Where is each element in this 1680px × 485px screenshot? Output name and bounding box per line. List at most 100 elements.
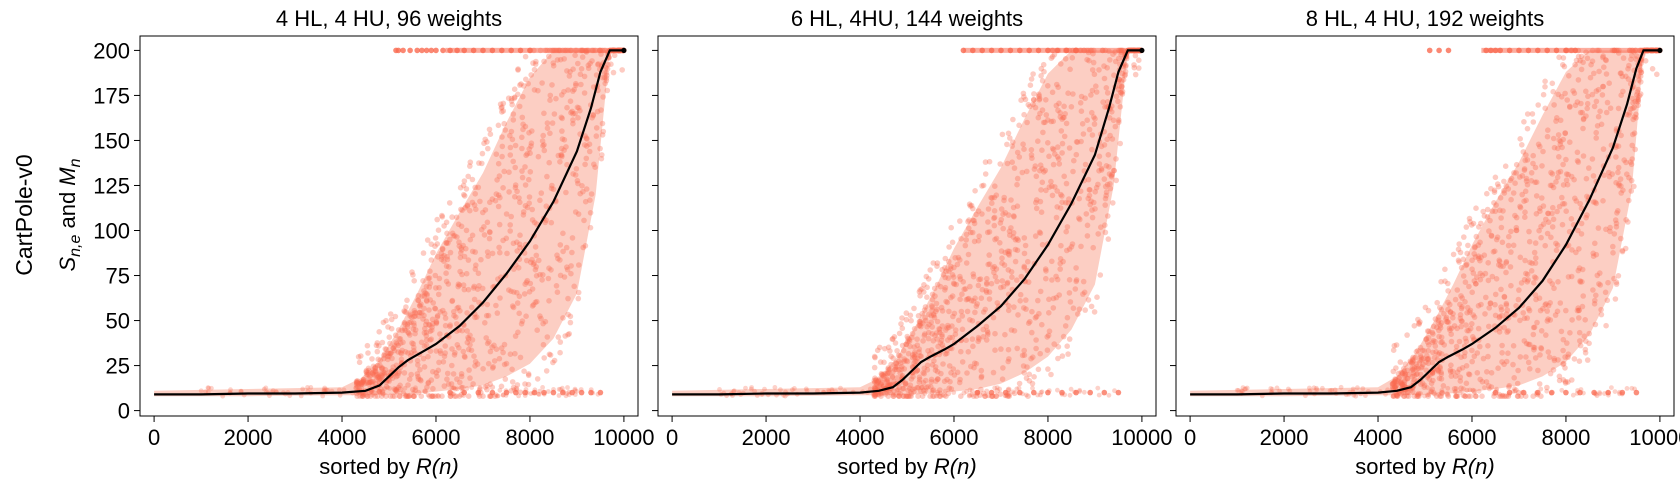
score-point xyxy=(1438,376,1445,382)
score-point xyxy=(1021,347,1027,354)
score-point xyxy=(1567,139,1573,145)
score-point xyxy=(1033,345,1039,352)
score-point xyxy=(970,271,976,277)
score-point xyxy=(1066,336,1073,342)
score-point xyxy=(1557,138,1564,145)
score-point xyxy=(1619,73,1626,80)
score-point xyxy=(1076,306,1083,313)
plot-area xyxy=(672,47,1145,400)
score-point xyxy=(1584,100,1591,107)
score-point xyxy=(1076,195,1082,202)
score-point xyxy=(1620,55,1627,61)
score-point xyxy=(388,350,394,356)
score-point xyxy=(464,202,471,208)
score-point xyxy=(517,232,523,238)
score-point xyxy=(936,393,943,400)
score-point xyxy=(480,393,486,400)
score-point xyxy=(1491,189,1498,195)
score-point xyxy=(1592,321,1599,328)
score-point xyxy=(1488,370,1495,376)
score-point xyxy=(1068,386,1074,392)
score-point xyxy=(1521,166,1528,172)
score-point xyxy=(1598,121,1605,128)
score-point xyxy=(433,47,439,54)
score-point xyxy=(355,383,361,390)
score-point xyxy=(467,207,473,214)
score-point xyxy=(379,393,385,400)
score-point xyxy=(1626,174,1632,181)
score-point xyxy=(569,249,575,256)
score-point xyxy=(1043,97,1049,103)
score-point xyxy=(372,364,379,371)
score-point xyxy=(1080,278,1087,285)
score-point xyxy=(364,393,371,400)
score-point xyxy=(1000,225,1006,232)
score-point xyxy=(1495,365,1501,372)
score-point xyxy=(1521,338,1528,344)
score-point xyxy=(1436,375,1443,382)
score-point xyxy=(420,250,427,256)
score-point xyxy=(1110,117,1117,124)
score-point xyxy=(970,393,977,400)
score-point xyxy=(1517,204,1524,211)
score-point xyxy=(452,233,458,239)
score-point xyxy=(392,313,399,320)
score-point xyxy=(520,93,526,100)
score-point xyxy=(436,275,443,282)
score-point xyxy=(1637,73,1644,79)
x-tick-label: 8000 xyxy=(505,425,554,450)
score-point xyxy=(1394,378,1401,384)
score-point xyxy=(508,98,515,104)
score-point xyxy=(394,372,401,379)
score-point xyxy=(362,391,369,398)
score-point xyxy=(533,264,539,270)
score-point xyxy=(491,342,497,349)
score-point xyxy=(1418,391,1423,396)
score-point xyxy=(1103,85,1110,91)
score-point xyxy=(1423,336,1430,342)
score-point xyxy=(1531,324,1538,331)
score-point xyxy=(1488,384,1495,390)
score-point xyxy=(1391,380,1397,386)
score-point xyxy=(435,253,441,260)
score-point xyxy=(457,184,464,191)
score-point xyxy=(1558,328,1565,335)
score-point xyxy=(522,123,529,130)
score-point xyxy=(948,294,954,301)
score-point xyxy=(549,120,556,126)
score-point xyxy=(1065,90,1071,96)
score-point xyxy=(379,388,386,395)
score-point xyxy=(1038,209,1045,215)
score-point xyxy=(1023,306,1029,312)
score-point xyxy=(1036,95,1043,102)
score-point xyxy=(1570,88,1576,94)
score-point xyxy=(1494,181,1501,187)
score-point xyxy=(1104,181,1111,188)
score-point xyxy=(1414,393,1421,400)
score-point xyxy=(1093,83,1099,89)
score-point xyxy=(440,47,446,54)
score-point xyxy=(1039,166,1045,172)
score-point xyxy=(445,381,452,387)
score-point xyxy=(1093,184,1100,191)
score-point xyxy=(1583,175,1590,182)
score-point xyxy=(458,250,464,256)
score-point xyxy=(1060,258,1066,265)
score-point xyxy=(1603,71,1610,77)
score-point xyxy=(376,343,382,349)
score-point xyxy=(1603,109,1610,116)
score-point xyxy=(429,321,436,327)
x-tick-label: 2000 xyxy=(742,425,791,450)
score-point xyxy=(1519,191,1525,198)
score-point xyxy=(1579,279,1585,285)
score-point xyxy=(1446,325,1453,332)
score-point xyxy=(1445,319,1452,326)
score-point xyxy=(1090,244,1096,251)
score-point xyxy=(826,388,831,394)
score-point xyxy=(508,388,514,394)
score-point xyxy=(1521,276,1528,283)
score-point xyxy=(1625,219,1631,225)
score-point xyxy=(427,280,434,287)
score-point xyxy=(1096,67,1102,73)
score-point xyxy=(969,318,976,324)
